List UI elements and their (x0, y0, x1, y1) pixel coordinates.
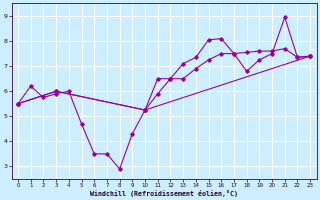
X-axis label: Windchill (Refroidissement éolien,°C): Windchill (Refroidissement éolien,°C) (90, 190, 238, 197)
